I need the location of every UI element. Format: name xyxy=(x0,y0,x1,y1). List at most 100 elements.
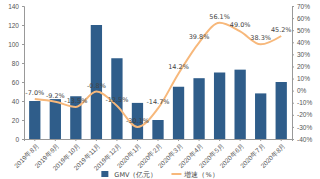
tick-label: 0% xyxy=(297,87,307,94)
legend-swatch xyxy=(101,171,108,177)
bar xyxy=(255,93,266,139)
tick-label: 0 xyxy=(15,136,19,143)
tick-label: 20 xyxy=(12,117,20,124)
tick-label: -10% xyxy=(297,99,312,106)
tick: 2020年8月 xyxy=(259,139,287,169)
tick: -20% xyxy=(292,111,312,118)
tick-mark xyxy=(22,44,24,45)
bar xyxy=(152,120,163,139)
tick-mark xyxy=(22,82,24,83)
legend-item: 增速（%） xyxy=(171,171,218,179)
tick-mark xyxy=(219,139,220,141)
bar xyxy=(29,101,40,139)
tick-mark xyxy=(22,120,24,121)
tick-label: 50% xyxy=(297,27,310,34)
tick-mark xyxy=(292,18,294,19)
tick-mark xyxy=(240,139,241,141)
data-label: -14.7% xyxy=(147,98,170,106)
tick-mark xyxy=(158,139,159,141)
tick: 50% xyxy=(292,27,310,34)
tick-label: 2020年8月 xyxy=(259,142,287,170)
tick-label: -30% xyxy=(297,123,312,130)
tick-label: 60% xyxy=(297,15,310,22)
tick-mark xyxy=(292,6,294,7)
tick-mark xyxy=(292,66,294,67)
data-label: 38.3% xyxy=(250,34,271,42)
data-label: 39.8% xyxy=(189,33,210,41)
plot: 0 20 40 60 80 100 120 140 -40% -30% -20% -10% 0% 10% 2… xyxy=(8,3,312,172)
data-label: -9.2% xyxy=(46,92,65,100)
data-label: -7.0% xyxy=(25,89,44,97)
tick-mark xyxy=(22,63,24,64)
tick: 70% xyxy=(292,3,310,10)
data-label: 56.1% xyxy=(209,13,230,21)
tick-mark xyxy=(137,139,138,141)
chart: 0 20 40 60 80 100 120 140 -40% -30% -20% -10% 0% 10% 2… xyxy=(0,0,320,179)
tick-mark xyxy=(22,6,24,7)
tick: -30% xyxy=(292,123,312,130)
data-labels: -7.0%-9.2%-13.5%-0.8% -12.5% -30.1% -14.7% 1… xyxy=(25,13,291,125)
bar xyxy=(276,82,287,139)
tick-mark xyxy=(55,139,56,141)
legend-swatch xyxy=(171,173,181,175)
tick-mark xyxy=(22,101,24,102)
tick-mark xyxy=(292,91,294,92)
tick-mark xyxy=(292,103,294,104)
bar xyxy=(234,70,245,139)
data-label: 49.0% xyxy=(230,21,251,29)
axis-line xyxy=(25,140,293,142)
data-label: -0.8% xyxy=(87,82,106,90)
legend-label: 增速（%） xyxy=(183,171,218,179)
tick-mark xyxy=(34,139,35,141)
axis-line xyxy=(293,7,295,140)
tick: -10% xyxy=(292,99,312,106)
tick-mark xyxy=(292,42,294,43)
marks xyxy=(29,23,287,139)
data-label: 14.2% xyxy=(168,63,189,71)
tick: 60% xyxy=(292,15,310,22)
tick-mark xyxy=(292,30,294,31)
bar xyxy=(214,73,225,140)
tick: 140 xyxy=(8,3,24,10)
tick-mark xyxy=(292,54,294,55)
tick-label: 30% xyxy=(297,51,310,58)
tick: 30% xyxy=(292,51,310,58)
tick-mark xyxy=(178,139,179,141)
y2-axis: -40% -30% -20% -10% 0% 10% 20% 30% 40% 50% 60% 70% xyxy=(292,3,312,143)
tick: 20% xyxy=(292,63,310,70)
tick-label: 80 xyxy=(12,60,20,67)
tick-label: 40% xyxy=(297,39,310,46)
tick-label: 70% xyxy=(297,3,310,10)
tick-label: -20% xyxy=(297,111,312,118)
legend: GMV（亿元） 增速（%） xyxy=(101,171,218,179)
tick-mark xyxy=(96,139,97,141)
tick: -40% xyxy=(292,136,312,143)
legend-item: GMV（亿元） xyxy=(101,171,157,179)
data-label: -30.1% xyxy=(126,117,149,125)
tick-mark xyxy=(292,115,294,116)
tick-label: 100 xyxy=(8,41,19,48)
tick-mark xyxy=(22,139,24,140)
tick: 40 xyxy=(12,98,24,105)
bar xyxy=(50,99,61,139)
tick-label: 120 xyxy=(8,22,19,29)
tick-label: 60 xyxy=(12,79,20,86)
tick: 60 xyxy=(12,79,24,86)
y-axis: 0 20 40 60 80 100 120 140 xyxy=(8,3,24,143)
data-label: -12.5% xyxy=(105,96,128,104)
line xyxy=(35,23,281,127)
tick-mark xyxy=(22,25,24,26)
bar xyxy=(173,87,184,139)
tick-mark xyxy=(199,139,200,141)
tick-label: 10% xyxy=(297,75,310,82)
tick-mark xyxy=(292,127,294,128)
tick: 120 xyxy=(8,22,24,29)
axis-line xyxy=(22,7,25,140)
tick: 40% xyxy=(292,39,310,46)
tick-mark xyxy=(292,79,294,80)
tick-label: 40 xyxy=(12,98,20,105)
tick-mark xyxy=(116,139,117,141)
x-axis: 2019年8月2019年9月2019年10月2019年11月2019年12月20… xyxy=(13,139,293,172)
data-label: -13.5% xyxy=(64,97,87,105)
tick: 10% xyxy=(292,75,310,82)
